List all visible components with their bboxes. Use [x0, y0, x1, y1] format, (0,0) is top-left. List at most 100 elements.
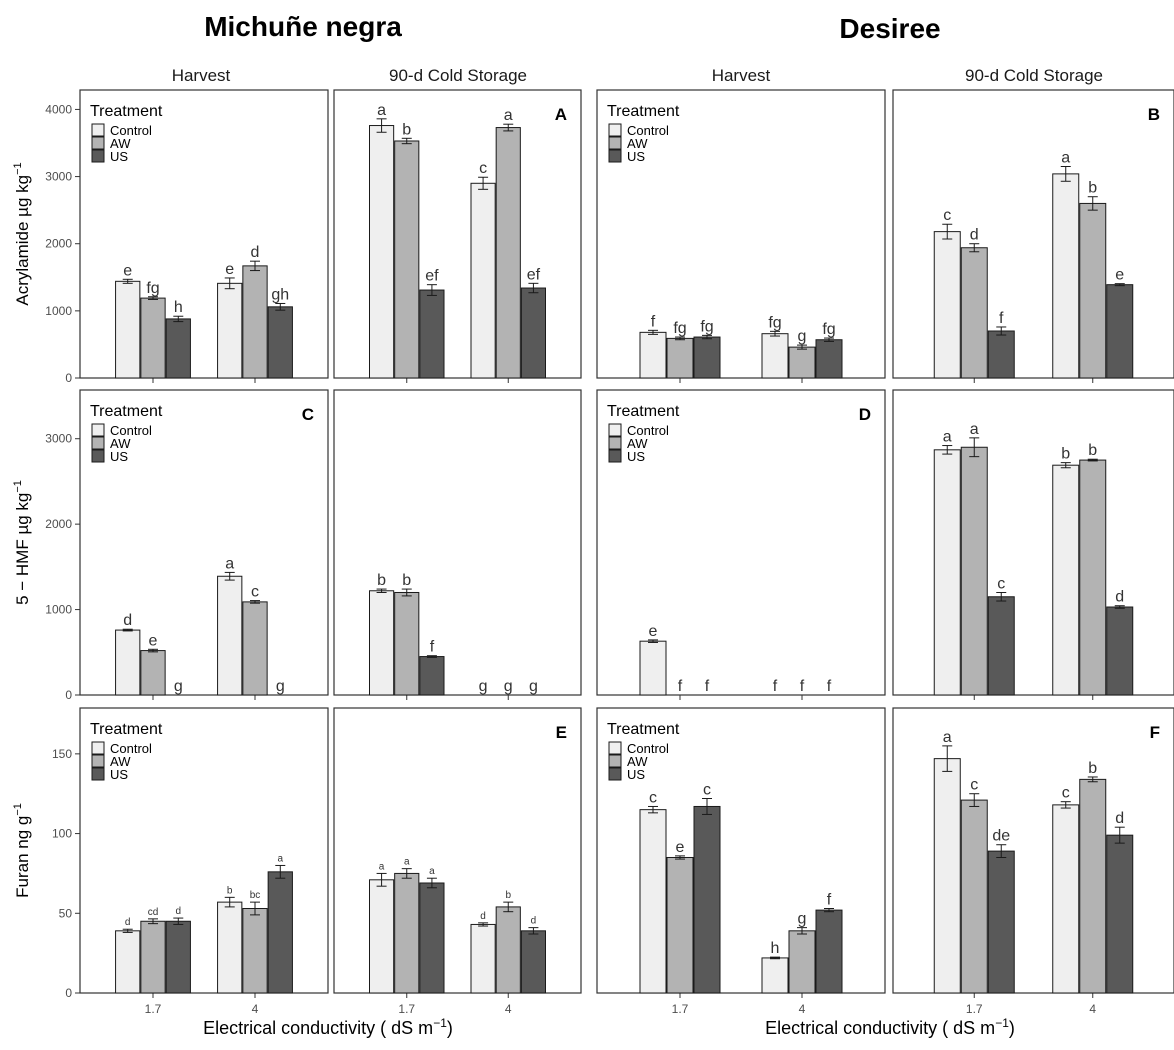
panel-border [79, 389, 329, 696]
significance-label: f [827, 678, 832, 695]
bar [693, 336, 721, 379]
legend-entry: US [627, 449, 645, 464]
bar [470, 923, 496, 994]
bar [960, 799, 988, 994]
significance-label: f [678, 678, 683, 695]
panels-layer: Acrylamide µg kg−101000200030004000efghe… [12, 89, 1174, 1016]
bar [242, 908, 268, 994]
bar [666, 337, 694, 379]
significance-label: d [176, 906, 182, 917]
bar [394, 872, 420, 994]
significance-label: d [251, 244, 260, 261]
bar [267, 306, 293, 379]
significance-label: b [505, 890, 511, 901]
significance-label: c [251, 584, 259, 601]
y-tick-label: 2000 [45, 517, 72, 531]
significance-label: b [1088, 442, 1097, 459]
legend-swatch [608, 123, 622, 137]
bar [1052, 173, 1080, 379]
bar [1106, 834, 1134, 994]
y-axis-label-2: Furan ng g−1 [12, 803, 32, 898]
y-axis-label-sup-0: −1 [12, 162, 24, 175]
significance-label: f [999, 310, 1004, 327]
significance-label: e [676, 839, 685, 856]
bar [115, 280, 141, 379]
panel-border [333, 89, 582, 379]
bar [815, 339, 843, 379]
bar [394, 140, 420, 379]
legend-swatch [91, 123, 105, 137]
y-axis-label-sup-1: −1 [12, 480, 24, 493]
significance-label: a [970, 421, 979, 438]
legend-entry: US [110, 767, 128, 782]
significance-label: f [651, 313, 656, 330]
y-axis-label-text-0: Acrylamide µg kg [13, 175, 32, 306]
bar [987, 596, 1015, 696]
legend-swatch [608, 754, 622, 768]
significance-label: b [402, 572, 411, 589]
bar [419, 289, 445, 379]
significance-label: d [1115, 810, 1124, 827]
significance-label: fg [700, 318, 713, 335]
bar [394, 591, 420, 696]
bar [666, 856, 694, 994]
y-tick-label: 3000 [45, 432, 72, 446]
legend-title: Treatment [90, 721, 163, 738]
bar [815, 909, 843, 994]
x-tick-label: 4 [505, 1002, 512, 1016]
bar [520, 930, 546, 994]
bar [242, 601, 268, 696]
x-axis-label-right: Electrical conductivity ( dS m−1) [765, 1016, 1015, 1038]
y-tick-label: 150 [52, 747, 72, 761]
legend-swatch [608, 741, 622, 755]
legend-entry: US [110, 449, 128, 464]
significance-label: fg [822, 321, 835, 338]
significance-label: a [379, 861, 385, 872]
legend-swatch [91, 423, 105, 437]
panel-border [333, 707, 582, 994]
y-axis-label-1: 5 − HMF µg kg−1 [12, 480, 32, 605]
legend-swatch [608, 136, 622, 150]
bar [1106, 606, 1134, 696]
x-tick-label: 4 [252, 1002, 259, 1016]
legend-title: Treatment [90, 403, 163, 420]
significance-label: d [1115, 589, 1124, 606]
significance-label: h [174, 299, 183, 316]
y-axis-label-0: Acrylamide µg kg−1 [12, 162, 32, 305]
bar [165, 318, 191, 379]
panel-letter: A [555, 105, 567, 124]
y-tick-label: 3000 [45, 170, 72, 184]
bar [419, 882, 445, 994]
legend-swatch [608, 149, 622, 163]
significance-label: a [377, 102, 386, 119]
facet-title-harvest-1: Harvest [172, 66, 231, 85]
legend-entry: Control [110, 423, 152, 438]
bar [1052, 804, 1080, 994]
y-tick-label: 0 [65, 371, 72, 385]
significance-label: a [943, 729, 952, 746]
bar [520, 287, 546, 379]
significance-label: ef [425, 268, 439, 285]
bar [1079, 778, 1107, 994]
bar [495, 127, 521, 379]
bar [217, 282, 243, 379]
legend-entry: Control [627, 741, 669, 756]
panel-letter: C [302, 405, 314, 424]
legend-title: Treatment [607, 403, 680, 420]
panel-border [596, 89, 886, 379]
significance-label: f [800, 678, 805, 695]
facet-title-harvest-2: Harvest [712, 66, 771, 85]
significance-label: g [174, 678, 183, 695]
x-tick-label: 1.7 [398, 1002, 415, 1016]
bar [987, 330, 1015, 379]
significance-label: a [943, 429, 952, 446]
significance-label: fg [673, 320, 686, 337]
bar [115, 930, 141, 994]
bar [369, 125, 395, 379]
legend-title: Treatment [607, 721, 680, 738]
significance-label: b [227, 885, 233, 896]
panel-border [596, 389, 886, 696]
y-tick-label: 4000 [45, 102, 72, 116]
